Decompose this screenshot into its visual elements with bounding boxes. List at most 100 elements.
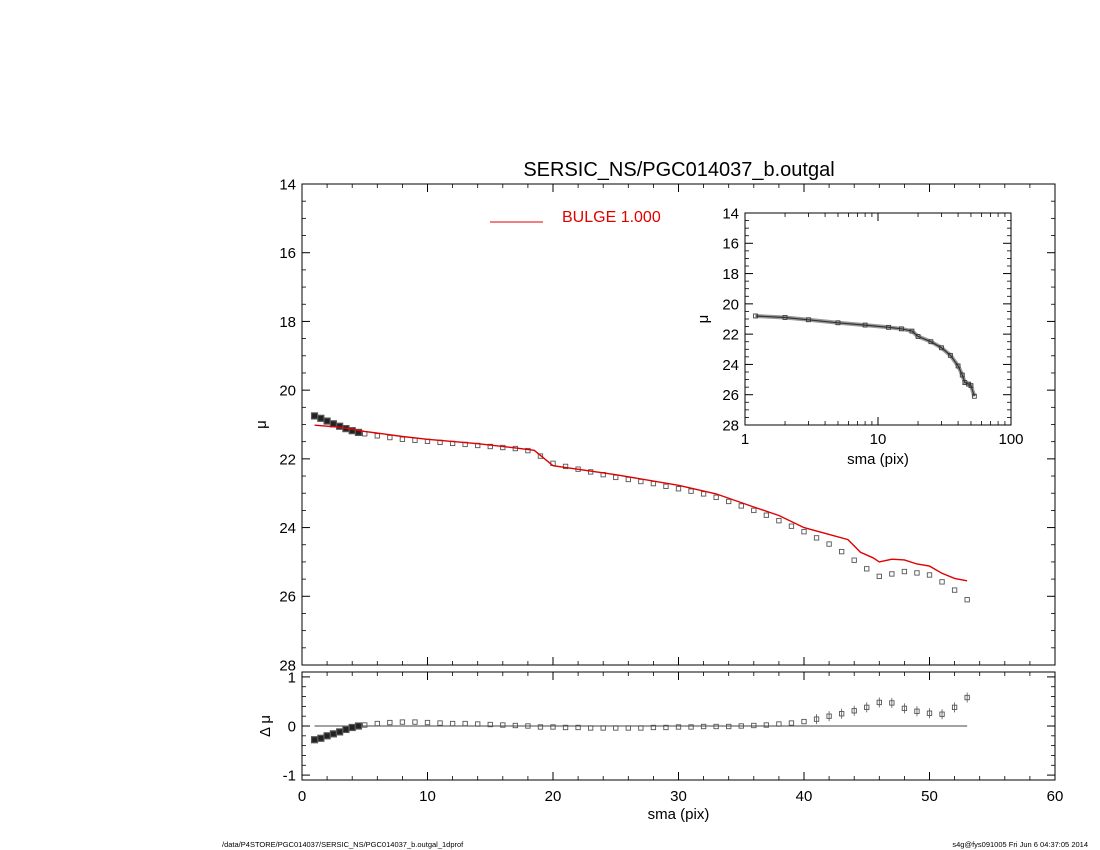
- data-point: [675, 724, 682, 730]
- inset-profile-line: [755, 315, 975, 397]
- data-point: [763, 512, 770, 518]
- data-point: [776, 721, 782, 727]
- data-point: [575, 724, 581, 731]
- y-tick-label: 28: [279, 657, 296, 674]
- data-point: [801, 718, 807, 725]
- data-point: [562, 463, 569, 470]
- data-point: [462, 720, 468, 727]
- inset-data-point: [806, 317, 811, 323]
- y-tick-label: 18: [722, 266, 739, 283]
- data-point: [387, 719, 393, 726]
- y-tick-label: -1: [283, 767, 296, 784]
- y-tick-label: 22: [279, 451, 296, 468]
- inset-data-point: [909, 328, 915, 334]
- inset-data-point: [782, 315, 788, 320]
- data-point: [437, 720, 443, 726]
- data-point: [914, 570, 920, 576]
- data-point: [726, 723, 732, 730]
- inset-data-point: [862, 322, 868, 328]
- data-point: [317, 414, 325, 422]
- data-point: [700, 491, 707, 497]
- data-point: [562, 724, 569, 731]
- y-tick-label: 22: [722, 327, 739, 344]
- data-point: [650, 480, 657, 487]
- data-point: [926, 572, 933, 578]
- data-point: [449, 720, 456, 727]
- y-tick-label: 16: [279, 245, 296, 262]
- inset-data-point: [939, 345, 944, 351]
- y-tick-label: 14: [722, 205, 739, 222]
- inset-data-point: [968, 383, 974, 389]
- data-point: [487, 443, 493, 450]
- data-point: [354, 428, 363, 437]
- data-point: [864, 704, 870, 710]
- data-point: [613, 725, 619, 731]
- data-point: [412, 719, 418, 725]
- data-point: [638, 478, 644, 485]
- x-tick-label: 10: [419, 788, 436, 805]
- data-point: [951, 704, 958, 710]
- data-point: [374, 433, 380, 439]
- data-point: [342, 725, 350, 734]
- x-tick-label: 60: [1047, 788, 1064, 805]
- inset-data-point: [835, 320, 841, 326]
- data-point: [354, 722, 363, 730]
- inset-data-point: [971, 393, 977, 399]
- data-point: [751, 507, 757, 514]
- data-point: [348, 723, 356, 732]
- inset-profile-band: [755, 314, 977, 397]
- data-point: [550, 724, 556, 730]
- inset-data-point: [959, 372, 965, 378]
- y-tick-label: 24: [279, 520, 296, 537]
- data-point: [323, 732, 331, 740]
- data-point: [600, 725, 606, 731]
- inset-data-point: [928, 339, 934, 345]
- y-tick-label: 20: [722, 296, 739, 313]
- data-point: [826, 713, 832, 719]
- data-point: [399, 436, 406, 442]
- y-axis-label: Δ μ: [257, 715, 274, 737]
- data-point: [310, 412, 319, 420]
- data-point: [851, 557, 857, 563]
- data-point: [751, 722, 757, 729]
- inset-data-point: [915, 334, 921, 339]
- x-tick-label: 20: [545, 788, 562, 805]
- data-point: [713, 723, 719, 730]
- inset-panel: 1 10 100 14 16 18 20 22 24 26 28 μ sma (pix): [695, 205, 1024, 468]
- data-point: [588, 725, 594, 731]
- data-point: [901, 705, 908, 711]
- legend-label-bulge: BULGE 1.000: [562, 209, 661, 226]
- data-point: [964, 694, 970, 701]
- x-tick-label: 10: [870, 431, 887, 448]
- data-point: [625, 476, 631, 483]
- data-point: [525, 447, 531, 454]
- data-point: [336, 422, 344, 430]
- data-point: [323, 417, 331, 425]
- data-point: [688, 488, 694, 494]
- data-point: [487, 721, 493, 728]
- y-tick-label: 14: [279, 176, 296, 193]
- y-axis-label: μ: [253, 420, 270, 429]
- data-point: [826, 541, 832, 547]
- data-point: [329, 730, 337, 738]
- data-point: [700, 723, 707, 730]
- inset-data-point: [899, 326, 904, 332]
- data-point: [512, 722, 519, 729]
- data-point: [317, 734, 325, 742]
- data-point: [374, 720, 380, 727]
- y-tick-label: 18: [279, 314, 296, 331]
- data-point: [939, 579, 945, 585]
- footer-file-path: /data/P4STORE/PGC014037/SERSIC_NS/PGC014…: [222, 840, 464, 849]
- data-point: [713, 494, 719, 500]
- data-point: [525, 723, 531, 729]
- data-point: [675, 486, 682, 492]
- x-tick-label: 100: [998, 431, 1023, 448]
- data-point: [625, 725, 631, 731]
- data-point: [801, 529, 807, 535]
- data-point: [901, 568, 908, 575]
- x-tick-label: 50: [921, 788, 938, 805]
- data-point: [537, 453, 544, 459]
- data-point: [399, 719, 406, 725]
- inset-data-point: [955, 363, 961, 369]
